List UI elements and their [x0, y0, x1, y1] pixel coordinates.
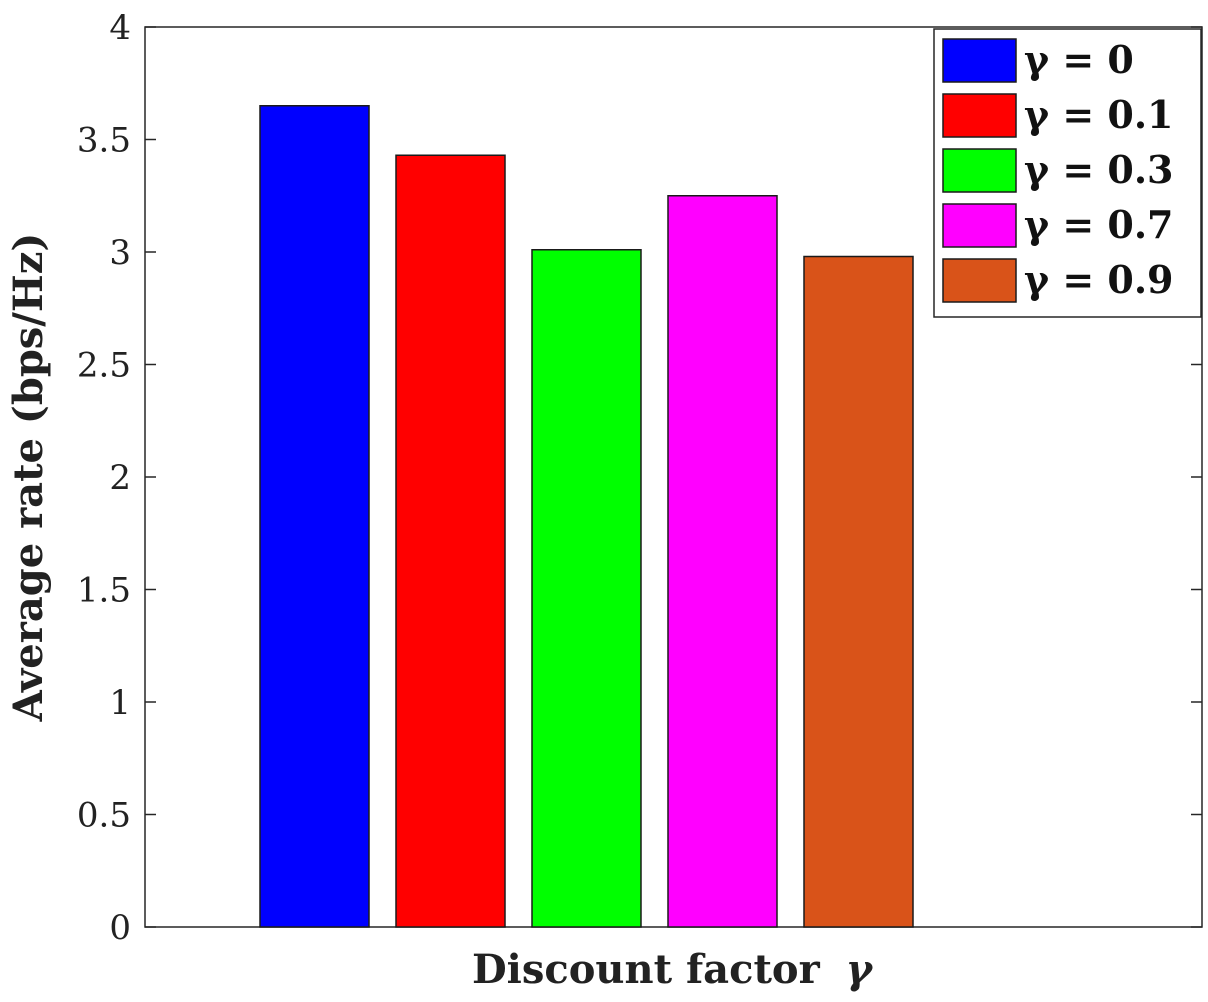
y-axis-label: Average rate (bps/Hz) [5, 233, 52, 723]
legend-swatch [942, 148, 1017, 193]
y-axis-ticks: 0 0.5 1 1.5 2 2.5 3 3.5 4 [77, 8, 1202, 948]
legend: γ = 0 γ = 0.1 γ = 0.3 γ = 0.7 γ = 0.9 [933, 28, 1202, 318]
y-tick-label: 1.5 [77, 571, 131, 611]
bar [259, 105, 370, 928]
legend-swatch [942, 93, 1017, 138]
legend-swatch [942, 38, 1017, 83]
legend-entry-label: γ = 0 [1024, 37, 1134, 82]
y-tick-label: 2 [109, 458, 131, 498]
y-tick-label: 4 [109, 8, 131, 48]
legend-entry-label: γ = 0.7 [1024, 202, 1174, 247]
y-tick-label: 3 [109, 233, 131, 273]
legend-entry-label: γ = 0.9 [1024, 257, 1174, 302]
legend-entry-label: γ = 0.3 [1024, 147, 1174, 192]
bars-group [259, 105, 914, 928]
bar [395, 154, 506, 928]
bar [667, 195, 778, 928]
y-tick-label: 0.5 [77, 796, 131, 836]
bar [803, 255, 914, 928]
legend-swatch [942, 258, 1017, 303]
legend-entry-label: γ = 0.1 [1024, 92, 1174, 137]
y-tick-label: 0 [109, 908, 131, 948]
y-tick-label: 2.5 [77, 346, 131, 386]
x-axis-label: Discount factor γ [472, 946, 874, 993]
x-axis-label-symbol: γ [846, 946, 874, 993]
x-axis-label-text: Discount factor [472, 946, 821, 993]
legend-swatch [942, 203, 1017, 248]
y-tick-label: 1 [109, 683, 131, 723]
y-tick-label: 3.5 [77, 121, 131, 161]
bar [531, 249, 642, 928]
